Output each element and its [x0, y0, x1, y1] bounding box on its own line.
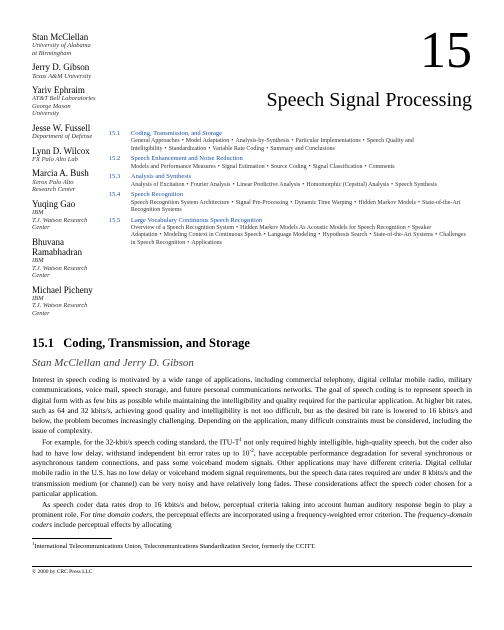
toc-link[interactable]: Large Vocabulary Continuous Speech Recog…	[131, 217, 472, 225]
author-affiliation: Department of Defense	[32, 133, 97, 140]
author-affiliation: IBMT.J. Watson Research Center	[32, 257, 97, 279]
author-name: Stan McClellan	[32, 32, 97, 42]
toc-subtopics: Speech Recognition System Architecture•S…	[131, 200, 472, 215]
author-affiliation: AT&T Bell LaboratoriesGeorge Mason Unive…	[32, 95, 97, 117]
footer-copyright: © 2000 by CRC Press LLC	[32, 569, 472, 575]
toc-entry: 15.2Speech Enhancement and Noise Reducti…	[109, 155, 472, 171]
chapter-title: Speech Signal Processing	[97, 89, 472, 112]
author-entry: Yariv EphraimAT&T Bell LaboratoriesGeorg…	[32, 85, 97, 118]
author-entry: Jerry D. GibsonTexas A&M University	[32, 62, 97, 80]
toc-subtopics: Analysis of Excitation•Fourier Analysis•…	[131, 182, 472, 190]
author-name: Marcia A. Bush	[32, 168, 97, 178]
toc-subtopics: Overview of a Speech Recognition System•…	[131, 225, 472, 248]
author-name: Michael Picheny	[32, 285, 97, 295]
toc-entry: 15.1Coding, Transmission, and StorageGen…	[109, 130, 472, 153]
author-entry: Michael PichenyIBMT.J. Watson Research C…	[32, 285, 97, 318]
section-authors: Stan McClellan and Jerry D. Gibson	[32, 357, 472, 369]
toc-entry: 15.3Analysis and SynthesisAnalysis of Ex…	[109, 173, 472, 189]
body-text: Interest in speech coding is motivated b…	[32, 375, 472, 530]
toc-number[interactable]: 15.5	[109, 217, 131, 248]
toc-number[interactable]: 15.4	[109, 191, 131, 214]
author-affiliation: IBMT.J. Watson Research Center	[32, 209, 97, 231]
footnote-rule	[32, 538, 112, 539]
author-entry: Marcia A. BushXerox Palo Alto Research C…	[32, 168, 97, 193]
chapter-header: 15 Speech Signal Processing 15.1Coding, …	[97, 28, 472, 322]
author-name: Jerry D. Gibson	[32, 62, 97, 72]
author-name: Bhuvana Ramabhadran	[32, 237, 97, 258]
author-name: Yuqing Gao	[32, 199, 97, 209]
author-entry: Lynn D. WilcoxFX Palo Alto Lab	[32, 146, 97, 164]
toc-entry: 15.5Large Vocabulary Continuous Speech R…	[109, 217, 472, 248]
author-name: Jesse W. Fussell	[32, 123, 97, 133]
chapter-number: 15	[97, 28, 472, 75]
section-heading: 15.1 Coding, Transmission, and Storage	[32, 336, 472, 351]
para-2: For example, for the 32-kbit/s speech co…	[32, 437, 472, 499]
author-affiliation: Texas A&M University	[32, 73, 97, 80]
toc-link[interactable]: Coding, Transmission, and Storage	[131, 130, 472, 138]
author-affiliation: Xerox Palo Alto Research Center	[32, 179, 97, 194]
toc-link[interactable]: Analysis and Synthesis	[131, 173, 472, 181]
para-1: Interest in speech coding is motivated b…	[32, 375, 472, 436]
author-affiliation: University of Alabama at Birmingham	[32, 42, 97, 57]
author-entry: Jesse W. FussellDepartment of Defense	[32, 123, 97, 141]
author-entry: Bhuvana RamabhadranIBMT.J. Watson Resear…	[32, 237, 97, 280]
footnote: 1International Telecommunications Union,…	[32, 541, 472, 552]
toc-subtopics: Models and Performance Measures•Signal E…	[131, 164, 472, 172]
toc-subtopics: General Approaches•Model Adaptation•Anal…	[131, 138, 472, 153]
toc-link[interactable]: Speech Recognition	[131, 191, 472, 199]
para-3: As speech coder data rates drop to 16 kb…	[32, 500, 472, 530]
toc-entry: 15.4Speech RecognitionSpeech Recognition…	[109, 191, 472, 214]
author-name: Lynn D. Wilcox	[32, 146, 97, 156]
author-affiliation: IBMT.J. Watson Research Center	[32, 295, 97, 317]
author-entry: Stan McClellanUniversity of Alabama at B…	[32, 32, 97, 57]
toc-number[interactable]: 15.1	[109, 130, 131, 153]
author-name: Yariv Ephraim	[32, 85, 97, 95]
toc-number[interactable]: 15.3	[109, 173, 131, 189]
toc-number[interactable]: 15.2	[109, 155, 131, 171]
author-affiliation: FX Palo Alto Lab	[32, 156, 97, 163]
author-list: Stan McClellanUniversity of Alabama at B…	[32, 28, 97, 322]
author-entry: Yuqing GaoIBMT.J. Watson Research Center	[32, 199, 97, 232]
toc-link[interactable]: Speech Enhancement and Noise Reduction	[131, 155, 472, 163]
footer-rule	[32, 566, 472, 567]
table-of-contents: 15.1Coding, Transmission, and StorageGen…	[97, 130, 472, 248]
